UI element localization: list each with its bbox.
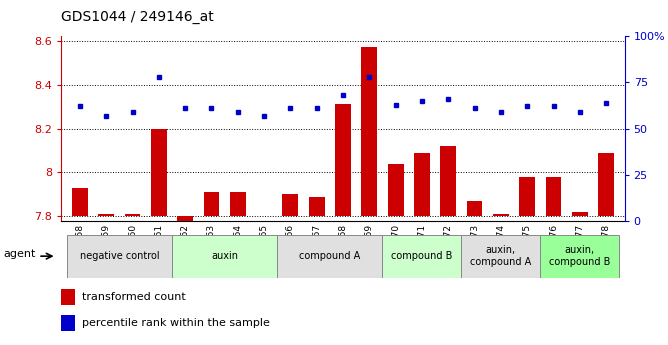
Bar bbox=[467, 201, 482, 216]
Text: auxin,
compound A: auxin, compound A bbox=[470, 245, 532, 267]
Text: auxin,
compound B: auxin, compound B bbox=[549, 245, 611, 267]
Bar bbox=[361, 47, 377, 216]
Bar bbox=[61, 315, 75, 331]
Bar bbox=[61, 289, 75, 305]
Bar bbox=[72, 188, 88, 216]
Bar bbox=[283, 195, 299, 216]
Bar bbox=[572, 212, 588, 216]
Bar bbox=[230, 192, 246, 216]
Bar bbox=[440, 146, 456, 216]
Bar bbox=[546, 177, 561, 216]
Bar bbox=[172, 235, 277, 278]
Bar bbox=[277, 235, 383, 278]
Bar bbox=[599, 153, 614, 216]
Text: negative control: negative control bbox=[79, 251, 159, 261]
Bar bbox=[177, 216, 193, 223]
Bar bbox=[383, 235, 462, 278]
Bar bbox=[462, 235, 540, 278]
Text: transformed count: transformed count bbox=[81, 293, 186, 302]
Bar bbox=[335, 104, 351, 216]
Bar bbox=[204, 192, 219, 216]
Text: auxin: auxin bbox=[211, 251, 238, 261]
Bar bbox=[151, 128, 167, 216]
Bar bbox=[414, 153, 430, 216]
Bar bbox=[98, 214, 114, 216]
Bar bbox=[493, 214, 509, 216]
Bar bbox=[540, 235, 619, 278]
Bar bbox=[309, 197, 325, 216]
Bar bbox=[519, 177, 535, 216]
Text: compound B: compound B bbox=[391, 251, 453, 261]
Text: GDS1044 / 249146_at: GDS1044 / 249146_at bbox=[61, 10, 214, 24]
Text: percentile rank within the sample: percentile rank within the sample bbox=[81, 318, 270, 328]
Text: compound A: compound A bbox=[299, 251, 361, 261]
Text: agent: agent bbox=[3, 249, 35, 259]
Bar bbox=[387, 164, 403, 216]
Bar bbox=[125, 214, 140, 216]
Bar bbox=[67, 235, 172, 278]
